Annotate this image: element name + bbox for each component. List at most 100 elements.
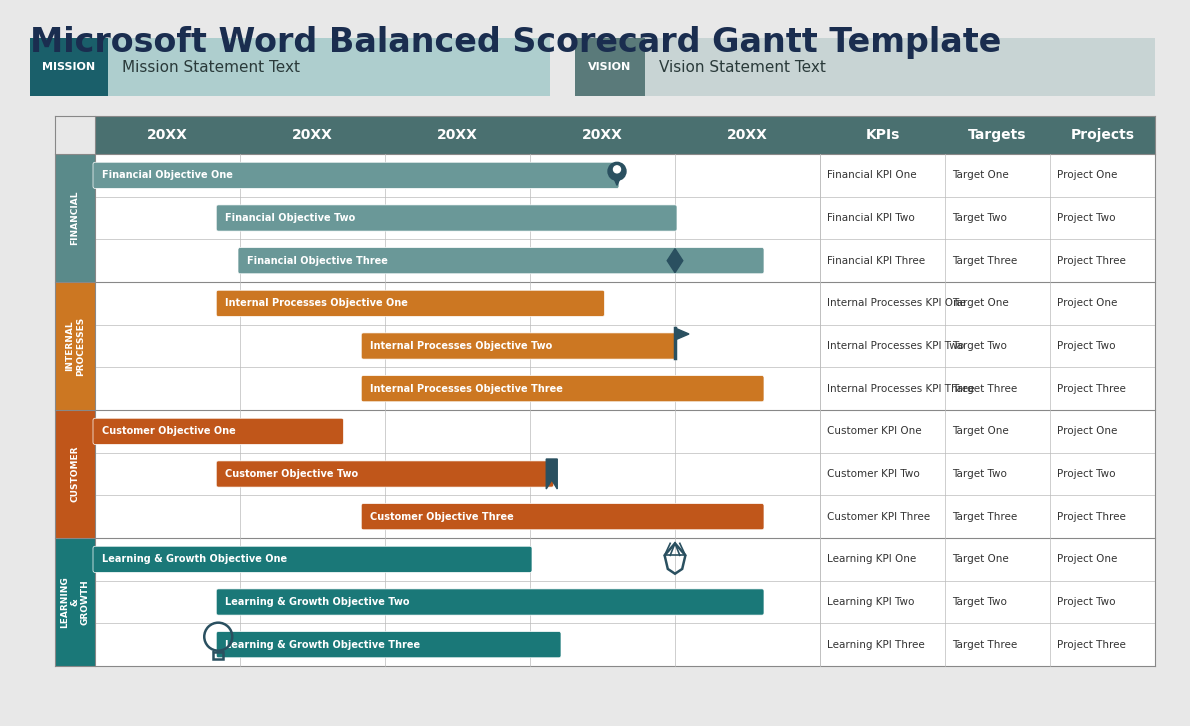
Text: Internal Processes KPI Three: Internal Processes KPI Three <box>827 383 975 393</box>
Text: Targets: Targets <box>969 128 1027 142</box>
Text: Internal Processes Objective Three: Internal Processes Objective Three <box>370 383 563 393</box>
FancyBboxPatch shape <box>55 282 95 410</box>
Text: Learning & Growth Objective Three: Learning & Growth Objective Three <box>225 640 420 650</box>
FancyBboxPatch shape <box>55 154 95 282</box>
Text: 20XX: 20XX <box>292 128 333 142</box>
Polygon shape <box>668 249 683 273</box>
Text: Target Two: Target Two <box>952 213 1007 223</box>
Text: Customer Objective One: Customer Objective One <box>102 426 236 436</box>
Text: FINANCIAL: FINANCIAL <box>70 191 80 245</box>
Text: Customer KPI Two: Customer KPI Two <box>827 469 920 479</box>
FancyBboxPatch shape <box>93 546 532 572</box>
Text: 20XX: 20XX <box>582 128 622 142</box>
Text: Target One: Target One <box>952 171 1009 180</box>
Text: Financial Objective One: Financial Objective One <box>102 171 233 180</box>
Text: Target One: Target One <box>952 298 1009 309</box>
Text: Project Two: Project Two <box>1057 213 1115 223</box>
Text: Customer KPI Three: Customer KPI Three <box>827 512 931 522</box>
Text: Financial KPI Two: Financial KPI Two <box>827 213 915 223</box>
Polygon shape <box>675 328 689 340</box>
Text: Customer Objective Three: Customer Objective Three <box>370 512 514 522</box>
Text: 20XX: 20XX <box>148 128 188 142</box>
Text: Target Two: Target Two <box>952 341 1007 351</box>
Text: Target Two: Target Two <box>952 597 1007 607</box>
Text: INTERNAL
PROCESSES: INTERNAL PROCESSES <box>65 317 84 375</box>
FancyBboxPatch shape <box>217 632 560 658</box>
Text: Project Three: Project Three <box>1057 512 1126 522</box>
FancyBboxPatch shape <box>95 410 820 538</box>
FancyBboxPatch shape <box>820 538 1155 666</box>
Text: LEARNING
&
GROWTH: LEARNING & GROWTH <box>61 576 90 628</box>
Text: Project Two: Project Two <box>1057 341 1115 351</box>
Text: Project Two: Project Two <box>1057 597 1115 607</box>
Text: 20XX: 20XX <box>727 128 768 142</box>
Text: Financial KPI Three: Financial KPI Three <box>827 256 925 266</box>
Text: Learning KPI Three: Learning KPI Three <box>827 640 925 650</box>
Text: Learning & Growth Objective Two: Learning & Growth Objective Two <box>225 597 409 607</box>
FancyBboxPatch shape <box>95 154 820 282</box>
FancyBboxPatch shape <box>217 461 553 487</box>
Text: Customer Objective Two: Customer Objective Two <box>225 469 358 479</box>
FancyBboxPatch shape <box>95 538 820 666</box>
Text: Financial Objective Two: Financial Objective Two <box>225 213 356 223</box>
FancyBboxPatch shape <box>362 333 677 359</box>
Text: Target One: Target One <box>952 426 1009 436</box>
Text: Financial KPI One: Financial KPI One <box>827 171 916 180</box>
FancyBboxPatch shape <box>55 410 95 538</box>
Text: Financial Objective Three: Financial Objective Three <box>248 256 388 266</box>
Text: Target Three: Target Three <box>952 640 1017 650</box>
Text: MISSION: MISSION <box>43 62 95 72</box>
Text: Projects: Projects <box>1071 128 1134 142</box>
FancyBboxPatch shape <box>217 205 677 231</box>
Text: VISION: VISION <box>588 62 632 72</box>
Text: Learning KPI One: Learning KPI One <box>827 555 916 564</box>
FancyBboxPatch shape <box>30 38 108 96</box>
FancyBboxPatch shape <box>575 38 645 96</box>
Text: KPIs: KPIs <box>865 128 900 142</box>
FancyBboxPatch shape <box>95 282 820 410</box>
FancyBboxPatch shape <box>217 589 764 615</box>
Text: Project Three: Project Three <box>1057 256 1126 266</box>
FancyBboxPatch shape <box>238 248 764 274</box>
Text: Target Three: Target Three <box>952 256 1017 266</box>
Text: Project One: Project One <box>1057 171 1117 180</box>
FancyBboxPatch shape <box>362 504 764 530</box>
Text: Internal Processes KPI Two: Internal Processes KPI Two <box>827 341 964 351</box>
FancyBboxPatch shape <box>217 290 605 317</box>
FancyBboxPatch shape <box>108 38 550 96</box>
Text: Internal Processes Objective Two: Internal Processes Objective Two <box>370 341 552 351</box>
Polygon shape <box>610 171 624 185</box>
FancyBboxPatch shape <box>362 375 764 401</box>
Circle shape <box>608 163 626 180</box>
Circle shape <box>614 166 620 173</box>
Text: Project One: Project One <box>1057 555 1117 564</box>
Text: Project Two: Project Two <box>1057 469 1115 479</box>
Polygon shape <box>546 459 557 489</box>
Text: Project One: Project One <box>1057 298 1117 309</box>
FancyBboxPatch shape <box>55 538 95 666</box>
Text: Mission Statement Text: Mission Statement Text <box>123 60 300 75</box>
FancyBboxPatch shape <box>820 282 1155 410</box>
FancyBboxPatch shape <box>820 410 1155 538</box>
Text: Project Three: Project Three <box>1057 640 1126 650</box>
Text: Project Three: Project Three <box>1057 383 1126 393</box>
Text: 20XX: 20XX <box>437 128 478 142</box>
FancyBboxPatch shape <box>93 418 344 444</box>
Text: Target Three: Target Three <box>952 512 1017 522</box>
FancyBboxPatch shape <box>820 154 1155 282</box>
Text: Learning KPI Two: Learning KPI Two <box>827 597 914 607</box>
Text: Target Two: Target Two <box>952 469 1007 479</box>
Text: CUSTOMER: CUSTOMER <box>70 446 80 502</box>
Text: Internal Processes KPI One: Internal Processes KPI One <box>827 298 966 309</box>
Text: Vision Statement Text: Vision Statement Text <box>659 60 826 75</box>
Text: Target One: Target One <box>952 555 1009 564</box>
Text: Project One: Project One <box>1057 426 1117 436</box>
Text: Internal Processes Objective One: Internal Processes Objective One <box>225 298 408 309</box>
FancyBboxPatch shape <box>93 162 619 189</box>
Text: Learning & Growth Objective One: Learning & Growth Objective One <box>102 555 287 564</box>
FancyBboxPatch shape <box>95 116 1155 154</box>
Text: Microsoft Word Balanced Scorecard Gantt Template: Microsoft Word Balanced Scorecard Gantt … <box>30 26 1001 59</box>
Text: Target Three: Target Three <box>952 383 1017 393</box>
FancyBboxPatch shape <box>645 38 1155 96</box>
Text: Customer KPI One: Customer KPI One <box>827 426 921 436</box>
